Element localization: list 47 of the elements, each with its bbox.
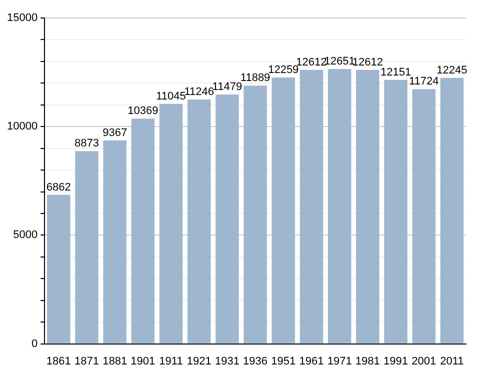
bar <box>356 70 380 344</box>
bar <box>47 194 70 344</box>
bar <box>159 104 183 344</box>
data-label: 12245 <box>436 64 468 76</box>
bar <box>300 70 324 344</box>
x-tick-label: 1861 <box>46 355 71 368</box>
x-tick-label: 2011 <box>440 355 464 368</box>
y-tick-label: 15000 <box>6 12 38 24</box>
data-label: 12612 <box>352 56 383 68</box>
x-tick-label: 2001 <box>412 355 436 368</box>
bar <box>412 89 436 344</box>
bar <box>187 100 211 344</box>
x-tick-label: 1911 <box>159 355 183 368</box>
x-tick-label: 1936 <box>243 355 268 368</box>
x-tick-label: 1921 <box>186 355 212 368</box>
bar <box>272 78 296 344</box>
bar <box>75 151 98 344</box>
x-tick-label: 1871 <box>74 355 99 368</box>
data-label: 11246 <box>184 86 214 98</box>
data-label: 6862 <box>46 181 71 194</box>
bar <box>440 78 464 344</box>
x-tick-label: 1931 <box>214 355 240 368</box>
y-tick-label: 10000 <box>6 120 38 133</box>
x-tick-label: 1991 <box>384 355 408 368</box>
data-label: 11045 <box>156 90 186 102</box>
data-label: 12259 <box>268 64 299 76</box>
x-tick-label: 1981 <box>355 355 380 368</box>
bar <box>103 140 126 344</box>
data-label: 9367 <box>102 126 128 139</box>
data-label: 11724 <box>408 76 439 88</box>
bar <box>131 118 155 344</box>
y-tick-label: 5000 <box>13 229 38 242</box>
bar <box>328 69 352 344</box>
bar <box>384 80 408 344</box>
bar <box>216 94 239 344</box>
data-label: 11479 <box>212 81 242 94</box>
x-tick-label: 1951 <box>271 355 296 368</box>
x-tick-label: 1881 <box>102 355 128 368</box>
x-tick-label: 1901 <box>130 355 156 368</box>
y-tick-label: 0 <box>31 338 38 350</box>
x-tick-label: 1971 <box>327 355 352 368</box>
data-label: 11889 <box>240 72 270 84</box>
x-tick-label: 1961 <box>299 355 324 368</box>
bar <box>244 86 267 344</box>
data-label: 10369 <box>128 105 158 118</box>
data-label: 12151 <box>380 66 412 78</box>
data-label: 8873 <box>74 138 99 150</box>
